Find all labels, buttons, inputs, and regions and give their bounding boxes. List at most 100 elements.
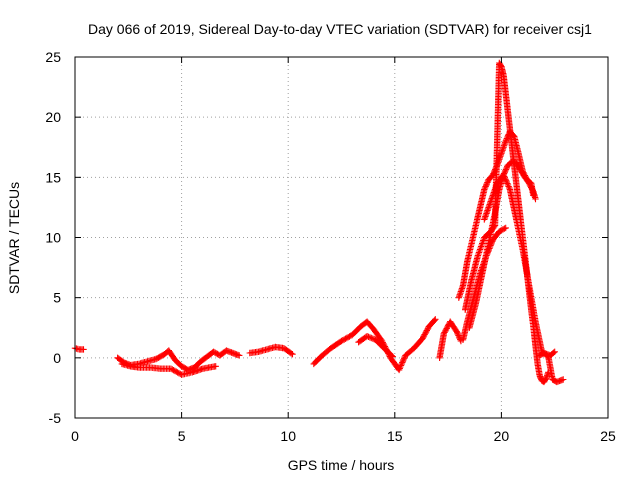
- x-tick-label: 10: [280, 428, 296, 444]
- plot-frame: [74, 56, 609, 419]
- data-point: [492, 184, 499, 192]
- data-point: [501, 173, 508, 180]
- data-point: [346, 333, 353, 340]
- data-point: [442, 326, 450, 333]
- data-point: [560, 376, 567, 383]
- x-tick-label: 5: [178, 428, 186, 444]
- data-point: [484, 207, 491, 214]
- data-point: [443, 325, 450, 332]
- x-axis-label: GPS time / hours: [288, 457, 395, 473]
- data-point: [502, 224, 509, 232]
- data-point: [482, 183, 489, 190]
- data-point: [339, 337, 346, 344]
- data-point: [175, 370, 183, 377]
- data-point: [456, 291, 463, 298]
- data-point: [487, 198, 494, 205]
- data-point: [481, 216, 488, 223]
- data-point: [170, 367, 177, 374]
- data-point: [506, 184, 513, 192]
- data-point: [444, 323, 451, 331]
- y-tick-label: 15: [45, 169, 61, 185]
- data-point: [486, 245, 493, 252]
- y-tick-label: 10: [45, 230, 61, 246]
- data-point: [442, 327, 449, 335]
- data-point: [484, 249, 491, 256]
- data-point: [504, 180, 511, 187]
- data-point: [422, 328, 430, 336]
- data-point: [389, 353, 396, 360]
- data-point: [501, 174, 508, 181]
- y-tick-label: 0: [53, 350, 61, 366]
- data-point: [481, 184, 489, 192]
- data-point: [502, 138, 509, 145]
- chart-title: Day 066 of 2019, Sidereal Day-to-day VTE…: [88, 21, 592, 37]
- x-tick-label: 0: [71, 428, 79, 444]
- data-point: [396, 365, 403, 372]
- data-point: [479, 262, 486, 270]
- data-point: [532, 195, 539, 203]
- data-point: [432, 316, 439, 323]
- data-point: [288, 350, 295, 357]
- data-point: [477, 243, 485, 250]
- data-point: [501, 139, 509, 146]
- data-point: [365, 333, 372, 340]
- data-point: [503, 178, 510, 186]
- data-point: [474, 252, 482, 259]
- data-point: [550, 349, 557, 356]
- data-point: [503, 164, 510, 172]
- series-seg6: [355, 333, 396, 360]
- data-point: [483, 180, 490, 188]
- data-point: [419, 335, 426, 342]
- data-point: [236, 352, 243, 359]
- data-point: [366, 334, 374, 341]
- data-point: [400, 356, 407, 363]
- data-point: [424, 326, 431, 333]
- data-point: [485, 202, 493, 210]
- data-point: [502, 167, 509, 174]
- data-point: [397, 362, 405, 369]
- data-point: [399, 358, 407, 365]
- data-point: [455, 332, 462, 339]
- data-point: [525, 180, 533, 187]
- y-tick-label: 5: [53, 290, 61, 306]
- y-tick-label: 20: [45, 109, 61, 125]
- data-point: [502, 166, 510, 173]
- data-point: [484, 179, 491, 186]
- data-point: [399, 359, 406, 366]
- x-tick-label: 25: [600, 428, 616, 444]
- data-point: [481, 258, 488, 265]
- series-seg13: [536, 348, 558, 359]
- series-seg11: [481, 171, 567, 386]
- series-seg1: [71, 345, 87, 353]
- data-point: [476, 247, 483, 255]
- data-point: [363, 333, 371, 340]
- data-point: [397, 363, 404, 371]
- data-point: [483, 182, 490, 189]
- data-point: [502, 176, 509, 183]
- data-point: [528, 185, 536, 193]
- y-axis-label: SDTVAR / TECUs: [6, 182, 22, 294]
- data-point: [421, 331, 428, 338]
- data-point: [289, 351, 296, 358]
- data-point: [454, 330, 461, 338]
- series-seg5: [310, 316, 439, 374]
- data-point: [504, 181, 512, 189]
- data-point: [487, 241, 495, 248]
- data-point: [174, 369, 181, 376]
- data-point: [80, 346, 87, 353]
- data-point: [342, 335, 349, 342]
- data-point: [551, 348, 558, 355]
- data-point: [528, 184, 535, 191]
- data-point: [489, 193, 496, 201]
- x-tick-label: 20: [494, 428, 510, 444]
- data-point: [388, 352, 395, 359]
- data-point: [454, 329, 461, 336]
- data-point: [505, 183, 512, 190]
- data-point: [398, 360, 405, 368]
- grid-layer: [75, 57, 608, 418]
- data-point: [485, 248, 492, 255]
- data-point: [369, 335, 376, 342]
- data-point: [343, 334, 350, 342]
